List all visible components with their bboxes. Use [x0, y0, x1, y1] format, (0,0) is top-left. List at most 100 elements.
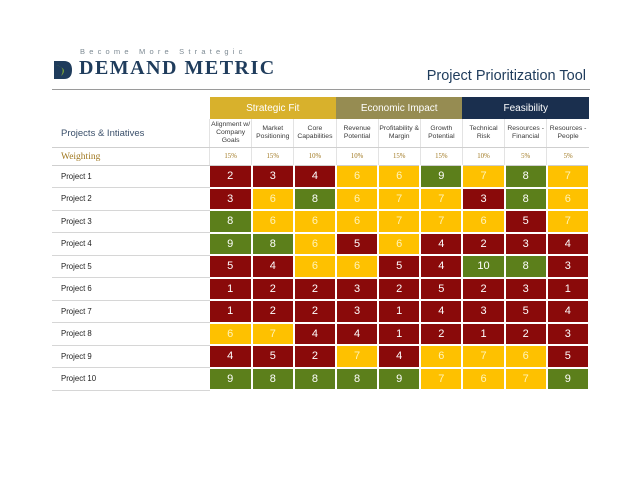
project-name: Project 6 — [52, 277, 210, 301]
score-cell: 7 — [336, 345, 380, 369]
score-cell: 6 — [378, 165, 422, 189]
weight-cell: 15% — [251, 147, 294, 166]
score-cell: 5 — [378, 255, 422, 279]
criterion-header: Core Capabilities — [293, 119, 336, 148]
project-name: Project 7 — [52, 300, 210, 323]
score-cell: 1 — [209, 277, 253, 301]
score-cell: 4 — [293, 165, 338, 189]
score-cell: 3 — [462, 300, 506, 324]
score-cell: 7 — [462, 165, 506, 189]
group-feasibility: Feasibility — [462, 97, 589, 119]
score-cell: 4 — [209, 345, 253, 369]
score-cell: 7 — [420, 187, 464, 211]
score-cell: 4 — [546, 300, 591, 324]
score-cell: 4 — [378, 345, 422, 369]
score-cell: 6 — [293, 210, 338, 234]
score-cell: 2 — [504, 322, 548, 346]
score-cell: 8 — [336, 367, 380, 391]
score-cell: 5 — [209, 255, 253, 279]
score-cell: 8 — [293, 367, 338, 391]
project-name: Project 3 — [52, 210, 210, 233]
criterion-header: Profitability & Margin — [377, 119, 421, 148]
page-title: Project Prioritization Tool — [426, 68, 586, 84]
score-cell: 4 — [293, 322, 338, 346]
score-cell: 8 — [251, 367, 295, 391]
weight-cell: 5% — [546, 147, 589, 166]
score-cell: 5 — [336, 232, 380, 256]
score-cell: 6 — [293, 232, 338, 256]
score-cell: 2 — [209, 165, 253, 189]
brand-logo: Become More Strategic DEMAND METRIC — [52, 47, 274, 87]
score-cell: 7 — [546, 210, 591, 234]
criterion-header: Resources - Financial — [504, 119, 547, 148]
score-cell: 1 — [209, 300, 253, 324]
score-cell: 6 — [504, 345, 548, 369]
score-cell: 4 — [546, 232, 591, 256]
score-cell: 2 — [251, 277, 295, 301]
score-cell: 3 — [504, 232, 548, 256]
weight-cell: 10% — [335, 147, 379, 166]
score-cell: 4 — [420, 255, 464, 279]
score-cell: 6 — [462, 210, 506, 234]
score-cell: 9 — [209, 232, 253, 256]
weight-cell: 10% — [461, 147, 505, 166]
score-cell: 7 — [251, 322, 295, 346]
score-cell: 3 — [336, 277, 380, 301]
score-cell: 1 — [378, 322, 422, 346]
score-cell: 3 — [209, 187, 253, 211]
score-cell: 7 — [420, 367, 464, 391]
brand-name: DEMAND METRIC — [79, 57, 276, 79]
score-cell: 8 — [504, 165, 548, 189]
score-cell: 2 — [293, 345, 338, 369]
score-cell: 3 — [546, 255, 591, 279]
score-cell: 6 — [546, 187, 591, 211]
project-row: Project 5 5 4 6 6 5 4 10 8 3 — [52, 255, 591, 279]
score-cell: 7 — [546, 165, 591, 189]
score-cell: 6 — [336, 255, 380, 279]
score-cell: 8 — [293, 187, 338, 211]
criterion-header: Market Positioning — [251, 119, 294, 148]
score-cell: 6 — [251, 187, 295, 211]
score-cell: 6 — [209, 322, 253, 346]
brand-tagline: Become More Strategic — [80, 47, 247, 56]
score-cell: 9 — [378, 367, 422, 391]
score-cell: 3 — [462, 187, 506, 211]
score-cell: 8 — [504, 255, 548, 279]
score-cell: 9 — [209, 367, 253, 391]
score-cell: 7 — [504, 367, 548, 391]
score-cell: 3 — [336, 300, 380, 324]
score-cell: 1 — [546, 277, 591, 301]
score-cell: 9 — [420, 165, 464, 189]
score-cell: 5 — [546, 345, 591, 369]
score-cell: 6 — [462, 367, 506, 391]
score-cell: 6 — [251, 210, 295, 234]
score-cell: 7 — [420, 210, 464, 234]
criterion-header: Technical Risk — [461, 119, 505, 148]
score-cell: 7 — [378, 187, 422, 211]
score-cell: 8 — [209, 210, 253, 234]
projects-column-header: Projects & Intiatives — [52, 119, 210, 148]
weighting-label: Weighting — [52, 147, 210, 166]
score-cell: 6 — [336, 187, 380, 211]
weight-cell: 15% — [209, 147, 252, 166]
score-cell: 2 — [293, 277, 338, 301]
score-cell: 6 — [378, 232, 422, 256]
score-cell: 5 — [504, 300, 548, 324]
group-strategic-fit: Strategic Fit — [209, 97, 336, 119]
project-name: Project 1 — [52, 165, 210, 188]
group-economic-impact: Economic Impact — [336, 97, 463, 119]
project-row: Project 10 9 8 8 8 9 7 6 7 9 — [52, 367, 591, 391]
score-cell: 6 — [420, 345, 464, 369]
score-cell: 1 — [378, 300, 422, 324]
score-cell: 3 — [504, 277, 548, 301]
project-name: Project 4 — [52, 232, 210, 256]
score-cell: 5 — [420, 277, 464, 301]
group-header-row: Strategic Fit Economic Impact Feasibilit… — [52, 97, 589, 119]
score-cell: 3 — [251, 165, 295, 189]
score-cell: 7 — [378, 210, 422, 234]
score-cell: 5 — [251, 345, 295, 369]
